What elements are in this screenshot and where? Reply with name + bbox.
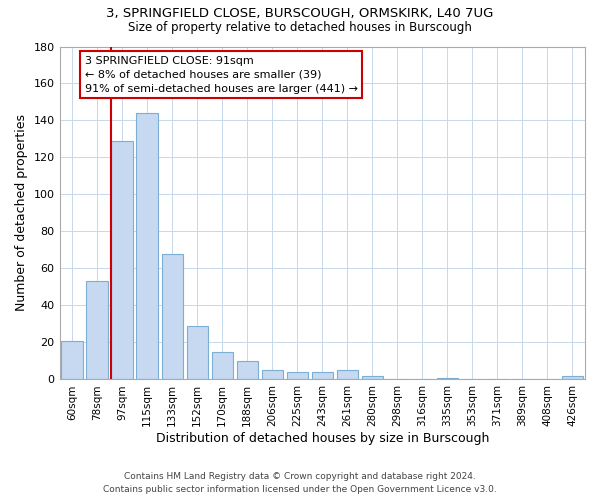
Bar [112, 141, 133, 380]
Bar [236, 361, 258, 380]
Text: Size of property relative to detached houses in Burscough: Size of property relative to detached ho… [128, 21, 472, 34]
Bar [86, 282, 108, 380]
Text: Contains HM Land Registry data © Crown copyright and database right 2024.
Contai: Contains HM Land Registry data © Crown c… [103, 472, 497, 494]
Bar [161, 254, 183, 380]
Bar [362, 376, 383, 380]
Bar [187, 326, 208, 380]
Bar [212, 352, 233, 380]
Bar [287, 372, 308, 380]
X-axis label: Distribution of detached houses by size in Burscough: Distribution of detached houses by size … [155, 432, 489, 445]
Bar [437, 378, 458, 380]
Text: 3 SPRINGFIELD CLOSE: 91sqm
← 8% of detached houses are smaller (39)
91% of semi-: 3 SPRINGFIELD CLOSE: 91sqm ← 8% of detac… [85, 56, 358, 94]
Bar [136, 113, 158, 380]
Bar [562, 376, 583, 380]
Bar [61, 340, 83, 380]
Y-axis label: Number of detached properties: Number of detached properties [15, 114, 28, 312]
Bar [262, 370, 283, 380]
Text: 3, SPRINGFIELD CLOSE, BURSCOUGH, ORMSKIRK, L40 7UG: 3, SPRINGFIELD CLOSE, BURSCOUGH, ORMSKIR… [106, 8, 494, 20]
Bar [311, 372, 333, 380]
Bar [337, 370, 358, 380]
